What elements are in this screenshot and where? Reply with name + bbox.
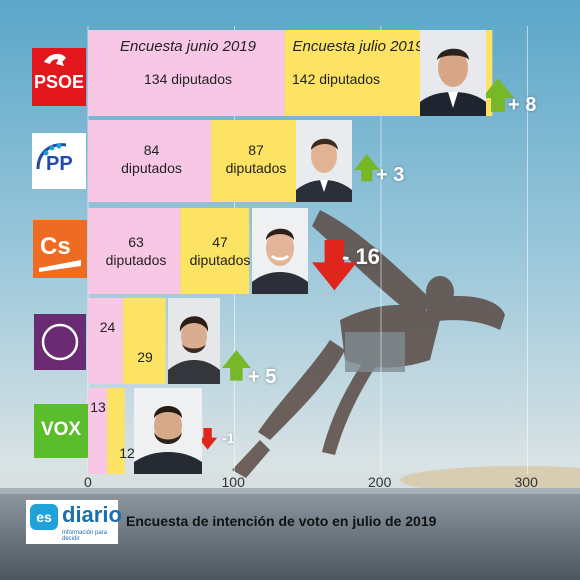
header-june: Encuesta junio 2019: [120, 38, 256, 55]
bar-june-vox: [88, 388, 108, 474]
bar-june-cs: [88, 208, 181, 294]
change-arrow-up: [482, 78, 514, 112]
bar-july-podemos: [123, 298, 166, 384]
change-arrow-up: [354, 154, 380, 182]
bar-june-podemos: [88, 298, 124, 384]
change-label: + 5: [248, 366, 277, 388]
cs-logo-text: Cs: [40, 233, 71, 260]
change-label: -1: [222, 430, 235, 446]
chart-caption: Encuesta de intención de voto en julio d…: [126, 513, 437, 529]
value-label-july: 87 diputados: [225, 142, 287, 176]
pp-logo-text: PP: [46, 153, 73, 175]
rivera-portrait: [252, 208, 308, 294]
change-label: + 8: [508, 94, 537, 116]
value-label-june: 24: [99, 319, 116, 335]
value-label-july: 29: [137, 349, 153, 365]
abascal-portrait: [134, 388, 202, 474]
header-july: Encuesta julio 2019: [292, 38, 424, 55]
value-label-june: 63 diputados: [105, 234, 167, 268]
value-label-july: 47 diputados: [189, 234, 251, 268]
change-arrow-down: [312, 240, 357, 291]
esdiario-badge: es: [30, 504, 58, 530]
sanchez-portrait: [420, 30, 486, 116]
change-arrows: [198, 78, 514, 450]
bar-july-cs: [180, 208, 250, 294]
x-tick-label: 300: [514, 474, 538, 490]
x-tick-label: 0: [84, 474, 92, 490]
change-label: + 3: [376, 164, 405, 186]
change-label: - 16: [342, 244, 380, 269]
change-arrow-down: [198, 428, 218, 450]
iglesias-portrait: [168, 298, 220, 384]
bar-june-pp: [88, 120, 212, 202]
bar-june-psoe: [88, 30, 285, 116]
change-arrow-up: [222, 350, 251, 381]
podemos-logo: [34, 314, 86, 370]
cs-logo: Cs: [33, 220, 87, 278]
value-label-july: 142 diputados: [292, 71, 380, 87]
value-label-july: 12: [119, 445, 135, 461]
esdiario-tagline: Información para decidir: [62, 530, 108, 542]
value-label-june: 84 diputados: [121, 142, 182, 176]
psoe-logo: PSOE: [32, 48, 86, 106]
pp-logo: PP: [32, 133, 86, 189]
value-label-june: 13: [90, 399, 106, 415]
x-tick-label: 200: [368, 474, 392, 490]
x-tick-label: 100: [221, 474, 245, 490]
vox-logo: VOX: [34, 404, 88, 458]
vox-logo-text: VOX: [40, 419, 82, 440]
psoe-logo-text: PSOE: [33, 72, 85, 92]
esdiario-logo: es diario Información para decidir: [26, 500, 122, 544]
esdiario-name: diario: [62, 502, 122, 527]
value-label-june: 134 diputados: [144, 71, 232, 87]
bar-july-vox: [107, 388, 125, 474]
casado-portrait: [296, 120, 352, 202]
